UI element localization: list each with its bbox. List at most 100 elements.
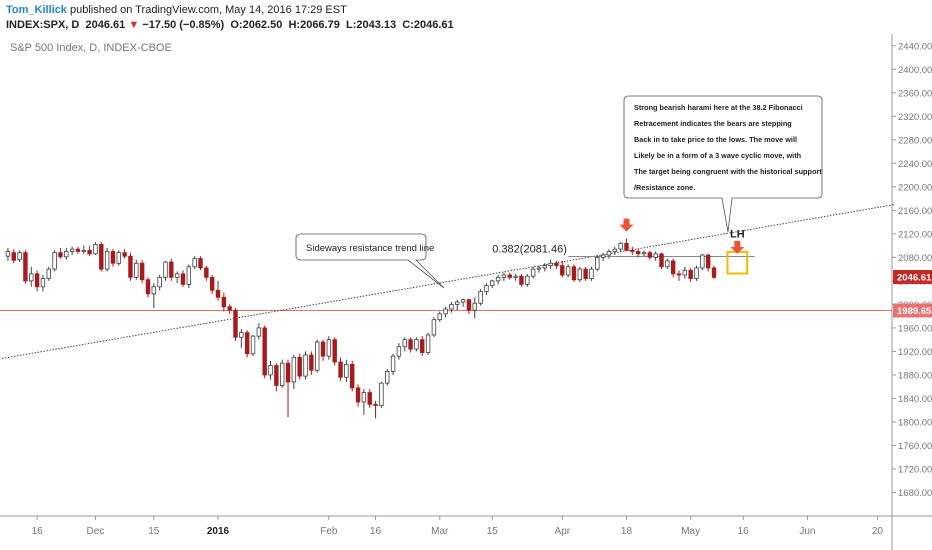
candle-body (653, 253, 658, 258)
candle (128, 252, 133, 281)
candle-body (186, 266, 192, 285)
candle (69, 246, 75, 256)
candle (694, 265, 699, 281)
candle (705, 253, 711, 272)
candle (542, 263, 547, 272)
candle (34, 270, 40, 292)
candle (326, 336, 332, 360)
candle-body (215, 289, 221, 298)
candle-body (23, 252, 28, 282)
candle-body (408, 339, 413, 350)
candle-body (402, 339, 407, 348)
candle-body (233, 309, 238, 338)
candle-body (565, 266, 571, 276)
y-tick-label: 2440.00 (898, 41, 932, 52)
candle (239, 329, 244, 348)
candle (215, 280, 221, 301)
author-link[interactable]: Tom_Killick (6, 4, 67, 16)
candle-body (361, 392, 367, 403)
comment-line: Strong bearish harami here at the 38.2 F… (634, 103, 803, 112)
candle-body (437, 313, 442, 321)
candle-body (449, 303, 454, 310)
candle-body (314, 341, 320, 371)
candle-body (262, 327, 267, 376)
publish-line: Tom_Killick published on TradingView.com… (6, 3, 347, 17)
candle (139, 259, 145, 284)
x-tick-label: 2016 (207, 526, 230, 537)
candle-body (624, 242, 629, 251)
annotations: LH 0.382(2081.46) Sideways resistance tren… (295, 95, 823, 289)
candle (344, 359, 349, 382)
x-tick-label: 18 (621, 526, 633, 537)
candle (641, 250, 647, 257)
candle (332, 337, 337, 366)
candle (320, 339, 326, 361)
candle (478, 289, 483, 306)
candle-body (75, 248, 81, 252)
x-tick-label: 16 (738, 526, 750, 537)
candle-body (659, 253, 664, 268)
candle (659, 252, 664, 270)
candle (204, 265, 209, 281)
candle (425, 332, 431, 355)
candle (676, 270, 682, 281)
fib-label: 0.382(2081.46) (492, 244, 567, 256)
low-value: 2043.13 (356, 19, 397, 31)
last-price: 2046.61 (85, 19, 126, 31)
candle (11, 249, 16, 264)
candle (75, 246, 81, 254)
candle (198, 256, 203, 271)
candle (595, 255, 600, 272)
candle-body (250, 335, 256, 355)
candle (99, 242, 104, 272)
candle (163, 260, 168, 281)
current-price-tag: 2046.61 (893, 269, 932, 284)
candle-body (490, 280, 495, 286)
price-chart[interactable]: S&P 500 Index, D, INDEX-CBOE LH 0.382(208… (0, 34, 932, 550)
chart-title: S&P 500 Index, D, INDEX-CBOE (10, 42, 172, 54)
candle-body (595, 256, 600, 270)
comment-callout: Strong bearish harami here at the 38.2 F… (623, 95, 823, 233)
candle (414, 337, 419, 352)
candle (268, 360, 273, 380)
candle (309, 351, 314, 375)
candle-body (665, 260, 670, 268)
candle-body (525, 275, 530, 285)
y-tick-label: 2080.00 (898, 253, 932, 264)
candle (665, 258, 670, 270)
candle (274, 363, 279, 392)
comment-line: /Resistance zone. (634, 183, 695, 192)
overlay-lines (0, 203, 896, 359)
candle-body (204, 267, 209, 278)
harami-box (726, 250, 749, 275)
candle (81, 245, 86, 254)
candle-body (460, 299, 466, 303)
candle (23, 250, 28, 284)
candle (466, 298, 472, 314)
candle (653, 251, 658, 261)
symbol-line: INDEX:SPX, D 2046.61 ▼ −17.50 (−0.85%) O… (6, 18, 454, 32)
candle-body (536, 267, 542, 270)
x-tick-label: 20 (872, 526, 884, 537)
candle-body (606, 251, 612, 256)
candle-body (320, 341, 326, 357)
y-tick-label: 1760.00 (898, 441, 932, 452)
y-tick-label: 2240.00 (898, 159, 932, 170)
trend-line (1, 203, 896, 359)
candle-body (116, 252, 122, 264)
y-tick-label: 2360.00 (898, 88, 932, 99)
candle (209, 275, 215, 294)
candle (227, 304, 232, 314)
candle-body (239, 332, 244, 338)
candle (513, 273, 518, 281)
candle-body (571, 266, 577, 281)
comment-callout-box (623, 95, 823, 233)
candle (443, 306, 448, 318)
candle-body (373, 403, 378, 406)
candle (571, 264, 577, 283)
candle-body (676, 273, 682, 276)
x-tick-label: 15 (148, 526, 160, 537)
candle (52, 250, 57, 272)
comment-line: Back in to take price to the lows. The m… (634, 135, 797, 144)
current-price-tag-bg (893, 269, 932, 284)
